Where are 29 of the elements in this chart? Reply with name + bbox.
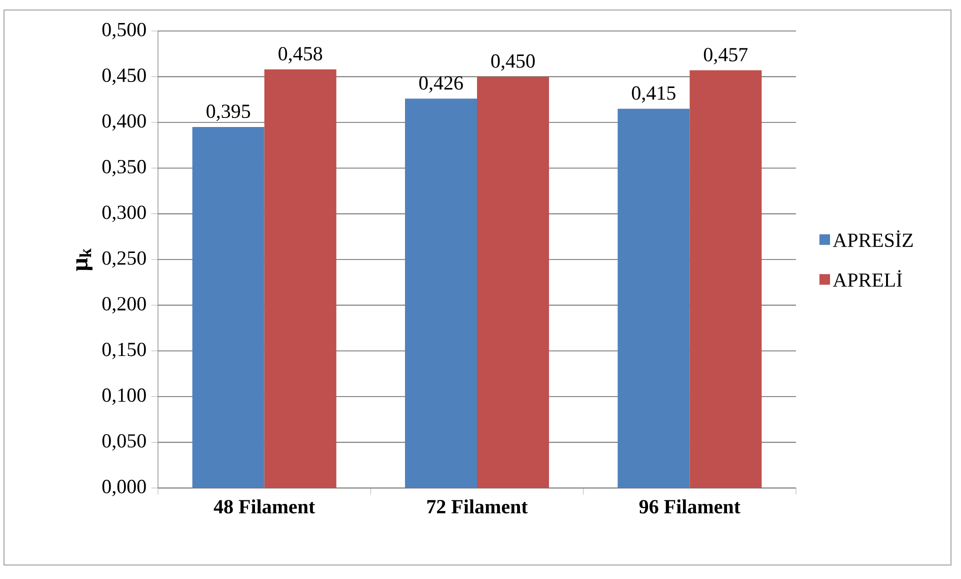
y-tick-label: 0,350 xyxy=(102,160,146,176)
y-tick-label: 0,500 xyxy=(102,22,146,40)
data-label: 0,450 xyxy=(491,54,535,71)
y-tick-label: 0,100 xyxy=(102,388,146,405)
bar xyxy=(690,70,762,488)
data-label: 0,415 xyxy=(632,86,676,103)
y-tick-label: 0,050 xyxy=(102,434,146,450)
legend-label: APRELİ xyxy=(832,270,902,287)
bar xyxy=(264,69,336,488)
data-label: 0,395 xyxy=(206,104,250,121)
y-tick-label: 0,400 xyxy=(102,114,146,131)
bar xyxy=(405,98,477,488)
data-label: 0,457 xyxy=(704,48,748,64)
y-tick-label: 0,000 xyxy=(102,480,146,496)
y-tick-label: 0,200 xyxy=(102,297,146,314)
y-tick-label: 0,450 xyxy=(102,68,146,85)
x-tick-label: 72 Filament xyxy=(427,499,528,514)
y-axis-title: μ$_{k}$ xyxy=(76,248,92,271)
legend-label: APRESİZ xyxy=(832,230,913,248)
data-label: 0,458 xyxy=(278,46,322,64)
y-tick-label: 0,150 xyxy=(102,342,146,360)
y-tick-label: 0,300 xyxy=(102,206,146,222)
bar xyxy=(192,126,264,488)
bar xyxy=(618,108,690,488)
y-tick-label: 0,250 xyxy=(102,251,146,268)
bar xyxy=(477,76,549,488)
data-label: 0,426 xyxy=(419,76,463,93)
x-tick-label: 48 Filament xyxy=(214,499,316,514)
x-tick-label: 96 Filament xyxy=(639,499,740,514)
